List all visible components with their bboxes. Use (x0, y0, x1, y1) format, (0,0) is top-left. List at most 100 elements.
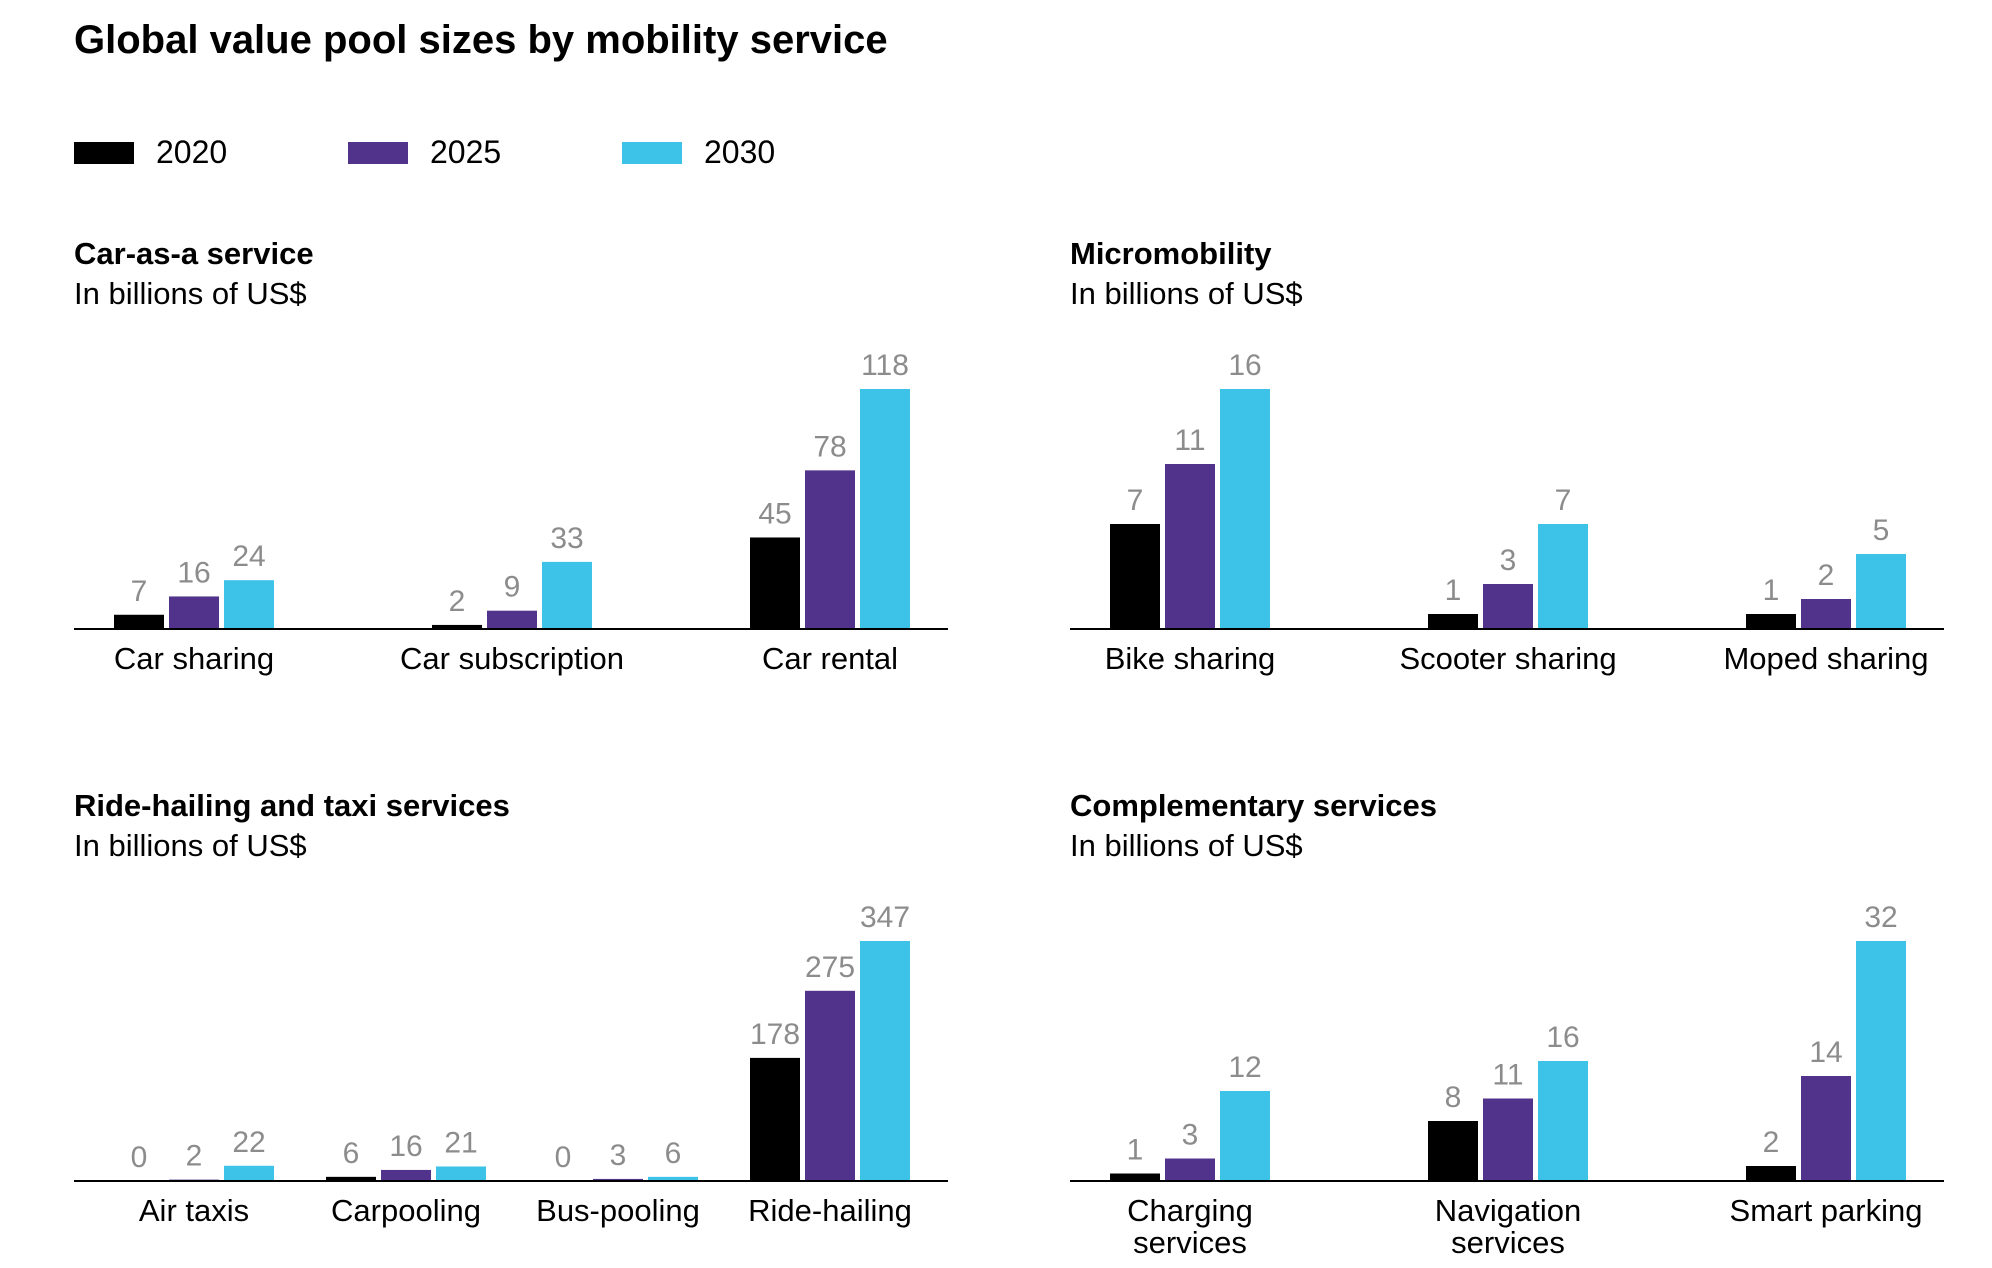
category-label-charging-services: Charging services (1127, 1193, 1253, 1260)
category-label-bike-sharing: Bike sharing (1105, 641, 1276, 676)
bar-ride-hailing-2025 (805, 990, 855, 1181)
bar-smart-parking-2020 (1746, 1166, 1796, 1181)
bar-moped-sharing-2030 (1856, 554, 1906, 629)
category-label-car-subscription: Car subscription (400, 641, 624, 676)
value-label-bike-sharing-2030: 16 (1228, 349, 1261, 382)
bar-car-subscription-2030 (542, 561, 592, 629)
value-label-car-rental-2020: 45 (758, 497, 791, 530)
category-label-car-sharing: Car sharing (114, 641, 274, 676)
value-label-carpooling-2030: 21 (444, 1126, 477, 1159)
panel-title: Micromobility (1070, 236, 1272, 271)
bar-carpooling-2030 (436, 1166, 486, 1181)
value-label-bus-pooling-2020: 0 (555, 1141, 572, 1174)
category-label-carpooling: Carpooling (331, 1193, 481, 1228)
value-label-navigation-services-2030: 16 (1546, 1021, 1579, 1054)
panel-subtitle: In billions of US$ (1070, 276, 1303, 311)
category-label-ride-hailing: Ride-hailing (748, 1193, 912, 1228)
value-label-scooter-sharing-2030: 7 (1555, 484, 1572, 517)
legend-label-2025: 2025 (430, 134, 502, 170)
bar-smart-parking-2030 (1856, 941, 1906, 1181)
category-label-car-rental: Car rental (762, 641, 898, 676)
bar-navigation-services-2020 (1428, 1121, 1478, 1181)
bar-car-subscription-2020 (432, 624, 482, 629)
bar-charging-services-2025 (1165, 1158, 1215, 1181)
legend-label-2030: 2030 (704, 134, 776, 170)
value-label-carpooling-2025: 16 (389, 1130, 422, 1163)
legend-item-2025: 2025 (348, 134, 501, 171)
legend-label-2020: 2020 (156, 134, 228, 170)
category-label-air-taxis: Air taxis (139, 1193, 249, 1228)
value-label-charging-services-2025: 3 (1182, 1119, 1199, 1152)
value-label-charging-services-2030: 12 (1228, 1051, 1261, 1084)
value-label-car-subscription-2030: 33 (550, 522, 583, 555)
value-label-charging-services-2020: 1 (1127, 1134, 1144, 1167)
bar-charging-services-2030 (1220, 1091, 1270, 1181)
legend-swatch-2025 (348, 141, 408, 164)
legend-item-2030: 2030 (622, 134, 775, 171)
value-label-ride-hailing-2030: 347 (860, 901, 910, 934)
bar-carpooling-2025 (381, 1169, 431, 1181)
value-label-car-rental-2025: 78 (813, 430, 846, 463)
bar-car-sharing-2020 (114, 614, 164, 629)
value-label-car-sharing-2020: 7 (131, 575, 148, 608)
value-label-bus-pooling-2030: 6 (665, 1137, 682, 1170)
value-label-bus-pooling-2025: 3 (610, 1139, 627, 1172)
bar-scooter-sharing-2030 (1538, 524, 1588, 629)
bar-chart: 7 16 24 Car sharing 2 9 33 Car subscription 45 78… (74, 349, 948, 676)
bar-bike-sharing-2025 (1165, 464, 1215, 629)
value-label-moped-sharing-2025: 2 (1818, 559, 1835, 592)
legend-item-2020: 2020 (74, 134, 227, 171)
value-label-moped-sharing-2030: 5 (1873, 514, 1890, 547)
bar-car-subscription-2025 (487, 610, 537, 629)
bar-car-sharing-2030 (224, 580, 274, 629)
bar-chart: 7 11 16 Bike sharing 1 3 7 Scooter sharing 1 2 5 Mo… (1070, 349, 1944, 676)
legend-swatch-2030 (622, 141, 682, 164)
bar-car-rental-2025 (805, 470, 855, 629)
panel-title: Ride-hailing and taxi services (74, 788, 510, 823)
category-label-bus-pooling: Bus-pooling (536, 1193, 700, 1228)
bar-bus-pooling-2025 (593, 1178, 643, 1181)
value-label-car-subscription-2020: 2 (449, 585, 466, 618)
chart-title: Global value pool sizes by mobility serv… (74, 18, 888, 62)
value-label-air-taxis-2025: 2 (186, 1140, 203, 1173)
value-label-air-taxis-2030: 22 (232, 1126, 265, 1159)
panel-subtitle: In billions of US$ (74, 828, 307, 863)
panel-title: Car-as-a service (74, 236, 314, 271)
bar-smart-parking-2025 (1801, 1076, 1851, 1181)
legend-swatch-2020 (74, 141, 134, 164)
bar-scooter-sharing-2020 (1428, 614, 1478, 629)
value-label-navigation-services-2025: 11 (1492, 1059, 1523, 1092)
bar-carpooling-2020 (326, 1176, 376, 1181)
panel-title: Complementary services (1070, 788, 1438, 823)
value-label-smart-parking-2030: 32 (1864, 901, 1897, 934)
bar-scooter-sharing-2025 (1483, 584, 1533, 629)
value-label-smart-parking-2020: 2 (1763, 1126, 1780, 1159)
value-label-bike-sharing-2025: 11 (1174, 424, 1205, 457)
bar-moped-sharing-2025 (1801, 599, 1851, 629)
bar-ride-hailing-2020 (750, 1057, 800, 1181)
bar-car-sharing-2025 (169, 596, 219, 629)
bar-bike-sharing-2020 (1110, 524, 1160, 629)
value-label-ride-hailing-2025: 275 (805, 951, 855, 984)
category-label-navigation-services: Navigation services (1435, 1193, 1581, 1260)
bar-ride-hailing-2030 (860, 941, 910, 1181)
value-label-scooter-sharing-2025: 3 (1500, 544, 1517, 577)
panel-subtitle: In billions of US$ (1070, 828, 1303, 863)
value-label-car-sharing-2025: 16 (177, 556, 210, 589)
legend: 2020 2025 2030 (74, 134, 974, 178)
bar-charging-services-2020 (1110, 1173, 1160, 1181)
value-label-car-rental-2030: 118 (861, 349, 909, 382)
value-label-smart-parking-2025: 14 (1809, 1036, 1842, 1069)
value-label-bike-sharing-2020: 7 (1127, 484, 1144, 517)
value-label-air-taxis-2020: 0 (131, 1141, 148, 1174)
value-label-carpooling-2020: 6 (343, 1137, 360, 1170)
bar-bike-sharing-2030 (1220, 389, 1270, 629)
category-label-smart-parking: Smart parking (1730, 1193, 1923, 1228)
value-label-scooter-sharing-2020: 1 (1445, 574, 1462, 607)
bar-moped-sharing-2020 (1746, 614, 1796, 629)
bar-car-rental-2020 (750, 537, 800, 629)
category-label-scooter-sharing: Scooter sharing (1399, 641, 1616, 676)
bar-bus-pooling-2030 (648, 1176, 698, 1181)
bar-car-rental-2030 (860, 389, 910, 629)
